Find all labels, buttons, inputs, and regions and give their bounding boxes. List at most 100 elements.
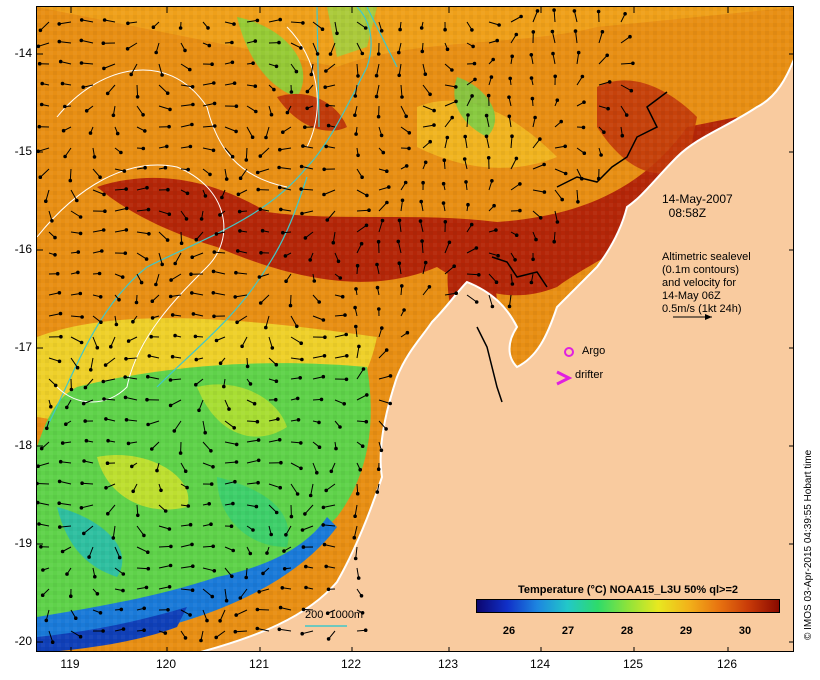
velocity-arrow <box>158 586 170 590</box>
velocity-arrow-head <box>150 447 154 451</box>
map-canvas <box>37 7 793 651</box>
velocity-arrow-head <box>211 465 215 469</box>
velocity-arrow-head <box>510 134 514 138</box>
velocity-arrow-head <box>326 637 331 641</box>
velocity-arrow-head <box>123 375 127 379</box>
velocity-arrow-head <box>80 481 84 486</box>
velocity-arrow-head <box>474 300 479 304</box>
velocity-arrow-head <box>212 101 217 106</box>
velocity-arrow-head <box>607 80 612 84</box>
velocity-arrow <box>598 31 603 44</box>
velocity-arrow-head <box>495 38 500 43</box>
velocity-arrow <box>246 482 259 485</box>
velocity-arrow <box>59 480 72 485</box>
velocity-arrow-head <box>514 32 519 37</box>
velocity-arrow <box>136 231 149 235</box>
velocity-arrow-head <box>126 441 131 446</box>
velocity-arrow-head <box>418 219 423 223</box>
velocity-arrow-head <box>255 626 260 631</box>
velocity-arrow-head <box>253 84 258 88</box>
velocity-arrow-head <box>251 528 255 532</box>
velocity-arrow-head <box>322 354 327 358</box>
velocity-arrow-head <box>552 239 557 244</box>
velocity-arrow-head <box>124 187 128 191</box>
velocity-arrow-head <box>454 99 458 104</box>
velocity-arrow-head <box>325 103 329 108</box>
velocity-arrow <box>378 202 388 212</box>
velocity-arrow-head <box>101 228 106 232</box>
velocity-arrow-head <box>403 180 408 185</box>
velocity-arrow-head <box>124 357 128 361</box>
velocity-arrow <box>510 16 522 23</box>
lat-label: -17 <box>14 340 32 354</box>
depth-legend-label: 200 1000m <box>305 609 364 621</box>
depth-contours <box>46 7 398 428</box>
velocity-arrow-head <box>126 21 130 26</box>
velocity-arrow-head <box>322 167 327 172</box>
velocity-arrow-head <box>188 144 193 149</box>
velocity-arrow-head <box>269 532 273 537</box>
velocity-arrow <box>532 164 545 170</box>
velocity-arrow-head <box>199 217 204 221</box>
sst-map[interactable] <box>36 6 794 652</box>
velocity-arrow <box>279 167 292 170</box>
velocity-arrow <box>304 504 314 515</box>
velocity-arrow-head <box>450 115 455 120</box>
velocity-arrow-head <box>471 44 475 49</box>
velocity-arrow-head <box>284 533 288 537</box>
velocity-arrow-head <box>534 237 538 242</box>
velocity-arrow-head <box>326 123 331 128</box>
altimetry-note: Altimetric sealevel (0.1m contours) and … <box>662 251 751 315</box>
velocity-arrow-head <box>190 85 195 89</box>
velocity-arrow-head <box>279 207 283 212</box>
velocity-arrow-head <box>142 533 146 538</box>
velocity-arrow-head <box>234 442 239 447</box>
lon-label: 121 <box>248 657 270 671</box>
colorbar-tick: 27 <box>561 625 575 637</box>
drifter-marker[interactable] <box>556 370 573 386</box>
velocity-arrow-head <box>212 250 217 254</box>
velocity-arrow <box>257 628 270 632</box>
velocity-arrow-head <box>168 107 172 112</box>
velocity-arrow-head <box>57 39 62 44</box>
velocity-arrow-head <box>232 81 237 85</box>
velocity-arrow-head <box>41 568 45 572</box>
velocity-arrow-head <box>58 311 63 316</box>
velocity-arrow <box>235 609 248 616</box>
velocity-arrow-head <box>142 606 146 611</box>
velocity-arrow-head <box>278 147 282 152</box>
velocity-arrow-head <box>203 430 207 435</box>
velocity-arrow-head <box>582 100 586 104</box>
velocity-arrow-head <box>64 422 68 427</box>
velocity-arrow <box>136 84 139 97</box>
velocity-arrow-head <box>400 95 404 99</box>
velocity-arrow <box>174 252 182 264</box>
velocity-arrow-head <box>295 492 300 496</box>
velocity-arrow-head <box>441 201 446 205</box>
velocity-arrow-head <box>167 527 172 531</box>
velocity-arrow-head <box>163 509 168 513</box>
velocity-arrow <box>38 147 50 152</box>
velocity-arrow-head <box>100 249 104 253</box>
velocity-arrow-head <box>254 109 258 114</box>
velocity-arrow-head <box>385 169 389 173</box>
velocity-arrow-head <box>300 357 304 362</box>
velocity-arrow-head <box>150 299 155 304</box>
velocity-arrow-head <box>53 253 57 257</box>
velocity-arrow-head <box>191 312 196 316</box>
velocity-arrow-head <box>58 59 63 64</box>
lat-label: -15 <box>14 144 32 158</box>
velocity-arrow-head <box>255 419 260 424</box>
velocity-arrow-head <box>37 481 39 486</box>
velocity-arrow-head <box>580 74 585 79</box>
velocity-arrow-head <box>236 249 240 253</box>
velocity-arrow-head <box>106 438 110 443</box>
velocity-arrow-head <box>450 68 454 72</box>
velocity-arrow <box>130 63 138 75</box>
argo-marker[interactable] <box>564 347 574 357</box>
velocity-arrow-head <box>93 574 97 579</box>
velocity-arrow-head <box>324 144 329 149</box>
velocity-arrow-head <box>352 535 357 540</box>
velocity-arrow-head <box>256 480 260 485</box>
sealevel-contours <box>37 26 318 403</box>
